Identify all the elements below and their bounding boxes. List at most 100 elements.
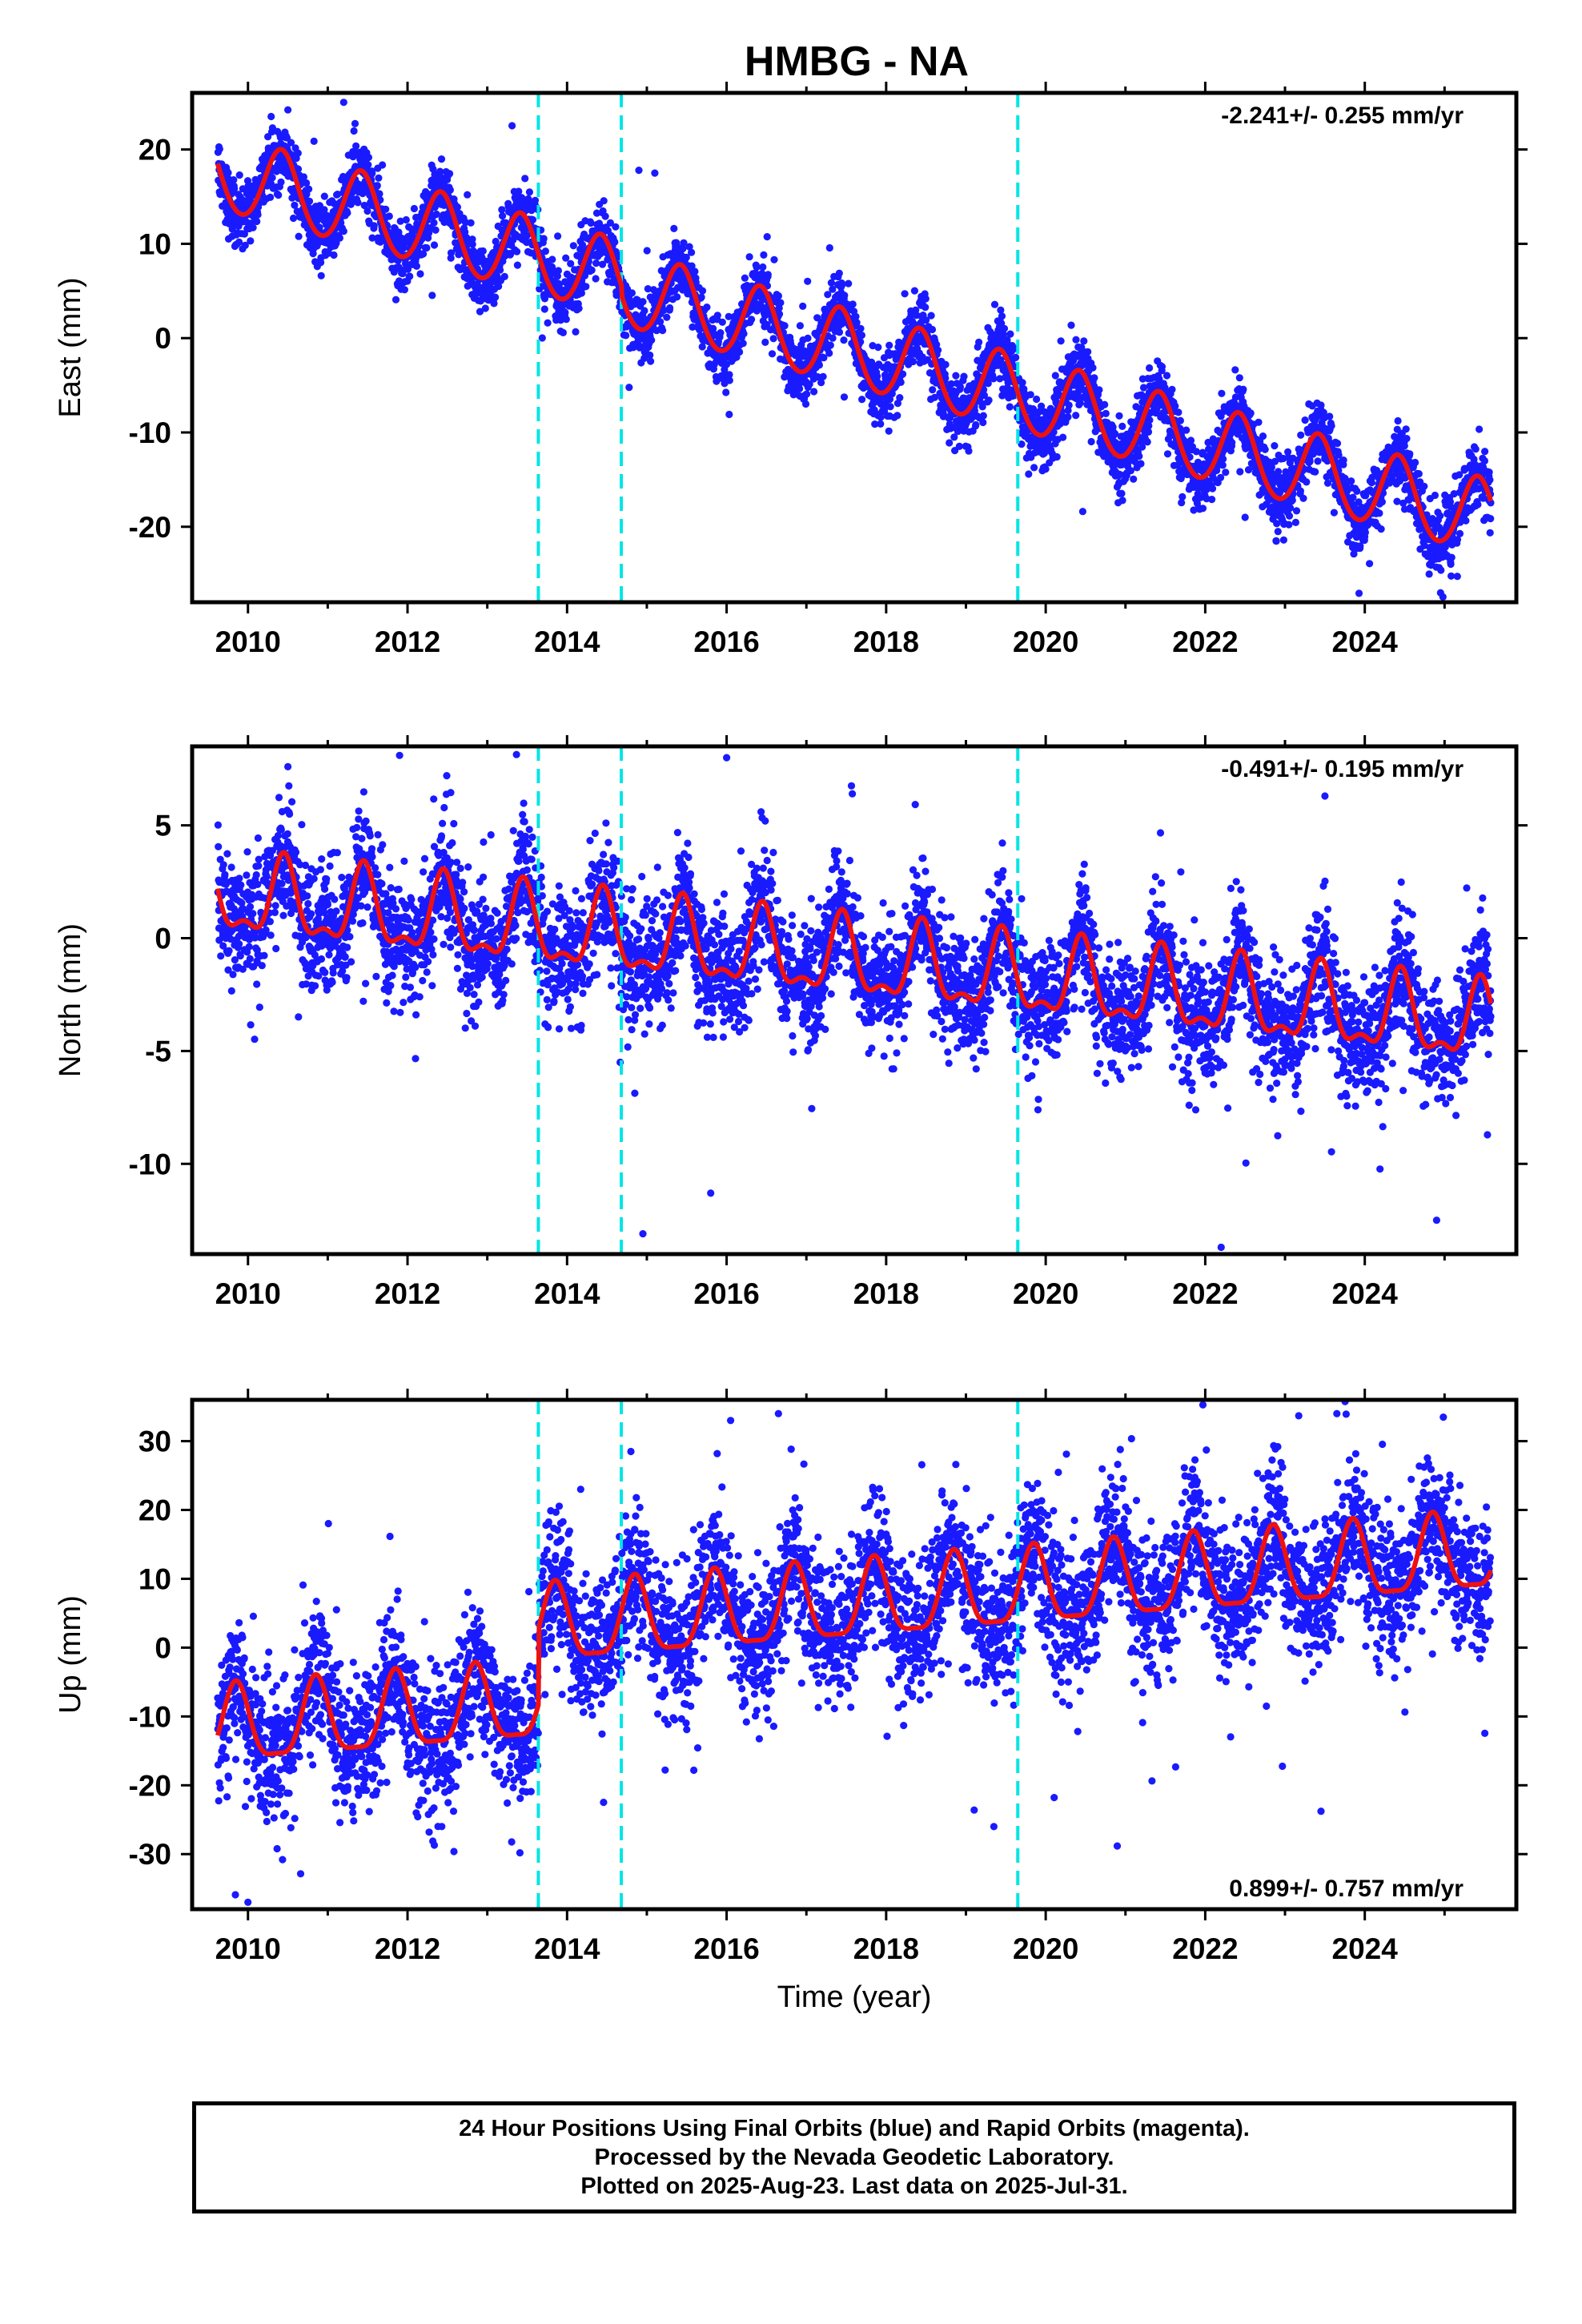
data-point	[481, 304, 489, 312]
data-point	[622, 332, 630, 340]
data-point	[990, 375, 998, 383]
data-point	[1111, 430, 1119, 438]
data-point	[295, 232, 303, 240]
data-point	[1285, 512, 1294, 520]
data-point	[540, 295, 549, 303]
data-point	[1089, 364, 1097, 372]
data-point	[1178, 499, 1186, 507]
data-point	[351, 119, 359, 127]
data-point	[826, 341, 834, 349]
data-point	[1327, 422, 1335, 430]
data-point	[406, 272, 414, 280]
data-point	[979, 412, 987, 420]
data-point	[391, 296, 400, 304]
data-point	[1218, 389, 1226, 397]
data-point	[640, 307, 648, 315]
data-point	[317, 271, 325, 279]
data-point	[1349, 493, 1357, 501]
data-point	[1018, 379, 1026, 387]
data-point	[753, 263, 761, 271]
data-point	[343, 209, 351, 217]
data-point	[567, 259, 575, 267]
data-point	[952, 372, 960, 380]
data-point	[796, 384, 804, 392]
data-point	[835, 328, 844, 336]
data-point	[774, 292, 783, 300]
data-point	[990, 300, 999, 308]
data-point	[1285, 521, 1293, 529]
data-point	[350, 127, 358, 135]
data-point	[1087, 437, 1095, 446]
data-point	[538, 334, 546, 342]
data-point	[267, 193, 275, 201]
data-point	[385, 212, 393, 220]
data-point	[1437, 566, 1445, 574]
data-point	[698, 343, 706, 351]
data-point	[877, 420, 885, 428]
data-point	[1393, 497, 1401, 505]
data-point	[840, 336, 848, 344]
data-point	[239, 185, 247, 193]
data-point	[1296, 487, 1304, 495]
data-point	[1306, 457, 1314, 466]
data-point	[464, 191, 472, 199]
data-point	[1217, 473, 1225, 482]
data-point	[1271, 442, 1279, 450]
data-point	[1228, 439, 1236, 447]
data-point	[1186, 436, 1195, 444]
data-point	[921, 304, 930, 312]
data-point	[897, 378, 905, 386]
data-point	[1145, 422, 1153, 430]
data-point	[592, 259, 600, 267]
data-point	[339, 227, 347, 235]
data-point	[291, 201, 299, 209]
data-point	[769, 335, 777, 343]
data-point	[253, 217, 261, 226]
data-point	[330, 251, 338, 259]
data-point	[1341, 474, 1349, 483]
data-point	[432, 210, 440, 219]
data-point	[555, 281, 563, 289]
data-point	[373, 182, 381, 190]
data-point	[592, 209, 601, 217]
data-point	[1326, 412, 1334, 420]
data-point	[540, 235, 548, 243]
data-point	[871, 420, 879, 428]
data-point	[437, 155, 446, 163]
data-point	[1174, 408, 1182, 416]
data-point	[1072, 336, 1080, 344]
data-point	[713, 312, 721, 320]
data-point	[980, 386, 988, 394]
data-point	[513, 261, 522, 269]
data-point	[268, 174, 276, 182]
data-point	[334, 191, 342, 199]
data-point	[1131, 457, 1139, 466]
data-point	[1123, 436, 1131, 444]
data-point	[513, 247, 521, 255]
data-point	[588, 266, 596, 274]
data-point	[639, 298, 647, 306]
data-point	[525, 188, 534, 196]
data-point	[1072, 412, 1080, 420]
data-point	[1244, 466, 1253, 474]
data-point	[801, 400, 810, 408]
data-point	[1033, 395, 1041, 404]
data-point	[1299, 494, 1307, 502]
data-point	[1208, 496, 1216, 504]
data-point	[934, 346, 942, 354]
data-point	[1139, 384, 1148, 392]
data-point	[598, 260, 607, 268]
data-point	[841, 292, 849, 300]
data-point	[277, 178, 285, 186]
data-point	[540, 305, 548, 313]
data-point	[1287, 504, 1295, 512]
data-point	[803, 390, 811, 398]
data-point	[238, 195, 246, 203]
data-point	[1330, 509, 1338, 517]
data-point	[249, 223, 257, 231]
data-point	[1236, 468, 1244, 476]
data-point	[562, 316, 570, 324]
data-point	[1146, 416, 1154, 424]
data-point	[956, 383, 964, 391]
data-point	[659, 327, 667, 335]
